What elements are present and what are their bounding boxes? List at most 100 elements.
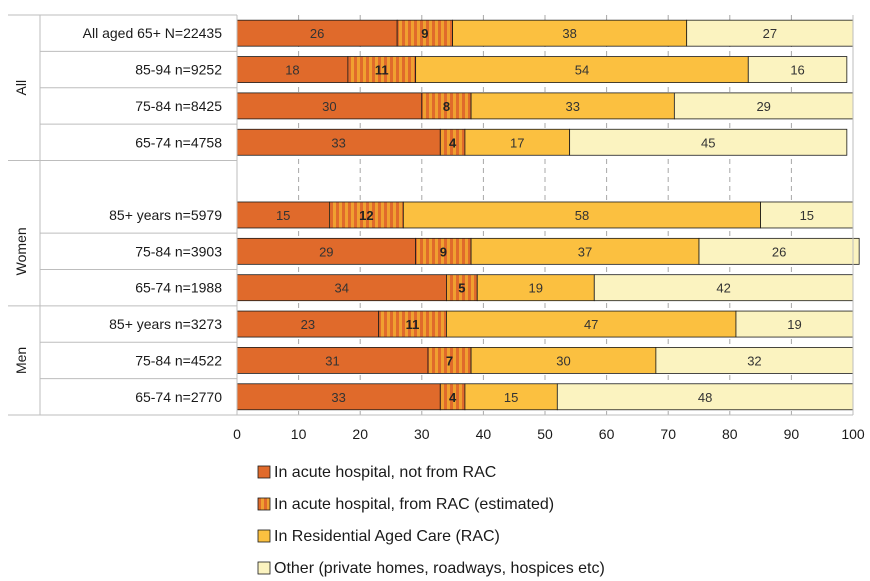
data-label: 29 — [319, 244, 333, 259]
bar-segment — [236, 310, 380, 338]
data-label: 30 — [322, 99, 336, 114]
data-label: 18 — [285, 63, 299, 78]
x-tick-label: 70 — [660, 426, 676, 442]
bar-segment — [470, 237, 700, 265]
x-tick-label: 0 — [233, 426, 241, 442]
x-tick-label: 10 — [291, 426, 307, 442]
x-tick-label: 30 — [414, 426, 430, 442]
data-label: 8 — [443, 99, 450, 114]
bar-segment — [476, 274, 595, 302]
bar-segment — [446, 274, 478, 302]
legend-swatch — [257, 529, 271, 543]
bar-segment — [464, 128, 571, 156]
bar-segment — [470, 92, 675, 120]
data-label: 4 — [449, 390, 457, 405]
category-label: 85+ years n=3273 — [109, 316, 222, 332]
legend-label: In acute hospital, not from RAC — [274, 464, 496, 481]
bar-segment — [452, 19, 688, 47]
category-label: 65-74 n=2770 — [135, 389, 222, 405]
data-label: 26 — [772, 244, 786, 259]
bar-segment — [556, 383, 854, 411]
bar-segment — [698, 237, 860, 265]
bar-segment — [415, 237, 472, 265]
data-label: 45 — [701, 135, 715, 150]
bar-segment — [439, 128, 466, 156]
bar-segment — [347, 56, 417, 83]
bar-segment — [760, 201, 854, 229]
category-labels: All aged 65+ N=22435 85-94 n=9252 75-84 n=… — [83, 25, 223, 405]
legend-swatch — [257, 465, 271, 479]
legend-label: Other (private homes, roadways, hospices… — [274, 560, 605, 577]
bar-segment — [673, 92, 854, 120]
data-label: 30 — [556, 353, 570, 368]
x-axis: 0 10 20 30 40 50 60 70 80 90 100 — [233, 15, 865, 442]
data-label: 9 — [440, 244, 447, 259]
data-label: 15 — [504, 390, 518, 405]
data-label: 7 — [446, 353, 453, 368]
data-label: 31 — [325, 353, 339, 368]
x-tick-label: 80 — [722, 426, 738, 442]
bar-segment — [421, 92, 472, 120]
data-label: 32 — [747, 353, 761, 368]
x-tick-label: 90 — [784, 426, 800, 442]
x-tick-label: 40 — [476, 426, 492, 442]
data-label: 58 — [575, 208, 589, 223]
data-label: 47 — [584, 317, 598, 332]
bar-segment — [236, 383, 441, 411]
bar-segment — [593, 274, 854, 302]
bar-segment — [655, 347, 854, 374]
data-label: 15 — [276, 208, 290, 223]
data-label: 26 — [310, 26, 324, 41]
legend-label: In Residential Aged Care (RAC) — [274, 528, 500, 545]
legend: In acute hospital, not from RAC In acute … — [257, 464, 605, 577]
category-label: All aged 65+ N=22435 — [83, 25, 223, 41]
legend-label: In acute hospital, from RAC (estimated) — [274, 496, 554, 513]
bar-segment — [427, 347, 472, 374]
x-tick-label: 60 — [599, 426, 615, 442]
group-labels: All Women Men — [13, 80, 29, 374]
data-label: 54 — [575, 63, 589, 78]
bar-segment — [236, 237, 417, 265]
bar-segment — [402, 201, 762, 229]
data-label: 19 — [787, 317, 801, 332]
x-tick-label: 50 — [537, 426, 553, 442]
category-label: 75-84 n=3903 — [135, 243, 222, 259]
data-label: 33 — [565, 99, 579, 114]
data-label: 27 — [763, 26, 777, 41]
data-label: 23 — [301, 317, 315, 332]
legend-swatch — [257, 561, 271, 575]
bar-segment — [464, 383, 558, 411]
bar-segment — [439, 383, 466, 411]
bar-segment — [236, 274, 447, 302]
data-label: 48 — [698, 390, 712, 405]
bar-segment — [686, 19, 854, 47]
category-label: 85-94 n=9252 — [135, 62, 222, 78]
data-label: 37 — [578, 244, 592, 259]
data-label: 9 — [421, 26, 428, 41]
data-label: 17 — [510, 135, 524, 150]
data-label: 11 — [406, 317, 420, 332]
bar-segment — [735, 310, 854, 338]
data-label: 16 — [790, 63, 804, 78]
data-label: 5 — [458, 281, 465, 296]
group-label: Men — [13, 347, 29, 374]
data-label: 4 — [449, 135, 457, 150]
data-label: 33 — [331, 135, 345, 150]
data-label: 29 — [756, 99, 770, 114]
bar-segment — [747, 56, 848, 83]
x-tick-label: 100 — [841, 426, 865, 442]
group-label: Women — [13, 227, 29, 275]
category-label: 75-84 n=4522 — [135, 352, 222, 368]
data-label: 11 — [375, 63, 389, 78]
data-label: 34 — [334, 281, 348, 296]
bar-segment — [236, 128, 441, 156]
legend-swatch — [257, 497, 271, 511]
bar-segment — [236, 92, 423, 120]
bar-segment — [569, 128, 848, 156]
data-label: 38 — [562, 26, 576, 41]
data-label: 19 — [529, 281, 543, 296]
data-label: 12 — [359, 208, 373, 223]
category-label: 75-84 n=8425 — [135, 98, 222, 114]
